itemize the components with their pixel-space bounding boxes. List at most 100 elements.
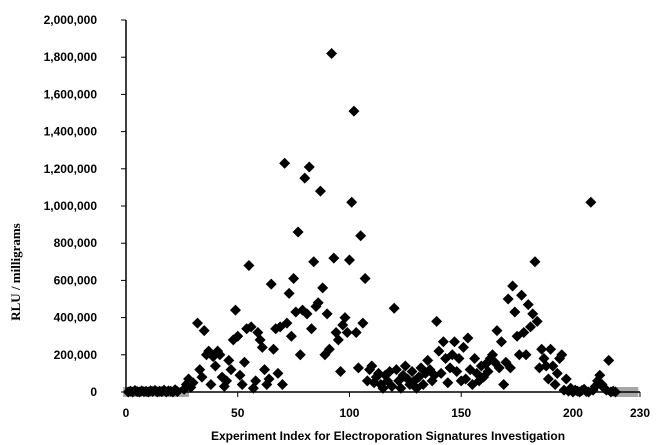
diamond-point xyxy=(560,373,572,385)
diamond-point xyxy=(431,315,443,327)
diamond-point xyxy=(234,369,246,381)
diamond-point xyxy=(462,332,474,344)
diamond-point xyxy=(355,230,367,242)
diamond-point xyxy=(417,379,429,391)
diamond-point xyxy=(225,364,237,376)
y-tick-label: 1,000,000 xyxy=(44,199,98,213)
diamond-point xyxy=(328,252,340,264)
diamond-point xyxy=(339,312,351,324)
x-tick-label: 100 xyxy=(339,406,359,420)
diamond-point xyxy=(238,356,250,368)
y-tick-label: 0 xyxy=(90,385,97,399)
diamond-point xyxy=(504,362,516,374)
diamond-point xyxy=(422,354,434,366)
diamond-point xyxy=(594,369,606,381)
x-axis-ticks: 0 50 100 150 200 230 xyxy=(123,392,650,420)
diamond-point xyxy=(267,343,279,355)
x-tick-label: 150 xyxy=(451,406,471,420)
diamond-point xyxy=(507,280,519,292)
diamond-point xyxy=(321,308,333,320)
diamond-point xyxy=(457,341,469,353)
diamond-point xyxy=(187,377,199,389)
diamond-point xyxy=(335,366,347,378)
diamond-point xyxy=(221,375,233,387)
x-tick-label: 50 xyxy=(231,406,245,420)
diamond-point xyxy=(299,172,311,184)
diamond-point xyxy=(245,321,257,333)
diamond-point xyxy=(542,373,554,385)
diamond-point xyxy=(585,196,597,208)
diamond-point xyxy=(198,325,210,337)
diamond-point xyxy=(209,360,221,372)
diamond-point xyxy=(192,317,204,329)
diamond-point xyxy=(395,382,407,394)
diamond-point xyxy=(292,226,304,238)
y-axis-ticks: 0 200,000 400,000 600,000 800,000 1,000,000 1,… xyxy=(44,13,126,399)
diamond-point xyxy=(279,157,291,169)
diamond-point xyxy=(205,379,217,391)
y-tick-label: 800,000 xyxy=(54,236,98,250)
diamond-point xyxy=(406,366,418,378)
diamond-point xyxy=(288,273,300,285)
diamond-point xyxy=(350,326,362,338)
diamond-point xyxy=(449,336,461,348)
diamond-point xyxy=(263,373,275,385)
diamond-point xyxy=(281,317,293,329)
diamond-point xyxy=(460,373,472,385)
diamond-point xyxy=(556,349,568,361)
diamond-point xyxy=(437,336,449,348)
diamond-point xyxy=(326,47,338,59)
diamond-point xyxy=(305,323,317,335)
diamond-point xyxy=(294,349,306,361)
diamond-point xyxy=(348,105,360,117)
diamond-point xyxy=(346,196,358,208)
diamond-point xyxy=(502,293,514,305)
diamond-point xyxy=(343,254,355,266)
diamond-point xyxy=(236,379,248,391)
diamond-point xyxy=(453,353,465,365)
y-tick-label: 1,200,000 xyxy=(44,162,98,176)
diamond-point xyxy=(386,380,398,392)
diamond-point xyxy=(549,379,561,391)
diamond-point xyxy=(232,330,244,342)
diamond-point xyxy=(283,287,295,299)
diamond-point xyxy=(214,349,226,361)
diamond-point xyxy=(520,349,532,361)
diamond-point xyxy=(513,349,525,361)
diamond-point xyxy=(341,326,353,338)
diamond-point xyxy=(357,317,369,329)
diamond-point xyxy=(495,336,507,348)
y-tick-label: 200,000 xyxy=(54,348,98,362)
y-axis-title: RLU / milligrams xyxy=(8,223,23,321)
diamond-point xyxy=(527,308,539,320)
diamond-point xyxy=(547,360,559,372)
diamond-point xyxy=(388,302,400,314)
diamond-point xyxy=(276,379,288,391)
diamond-point xyxy=(359,273,371,285)
diamond-point xyxy=(545,343,557,355)
diamond-point xyxy=(603,354,615,366)
diamond-point xyxy=(265,278,277,290)
diamond-point xyxy=(531,315,543,327)
x-tick-label: 230 xyxy=(630,406,650,420)
diamond-point xyxy=(308,256,320,268)
diamond-point xyxy=(243,260,255,272)
diamond-point xyxy=(285,330,297,342)
diamond-point xyxy=(482,366,494,378)
diamond-point xyxy=(435,367,447,379)
diamond-point xyxy=(498,379,510,391)
diamond-point xyxy=(536,343,548,355)
diamond-point xyxy=(256,341,268,353)
diamond-point xyxy=(551,367,563,379)
diamond-point xyxy=(366,360,378,372)
diamond-point xyxy=(259,364,271,376)
x-tick-label: 0 xyxy=(123,406,130,420)
diamond-point xyxy=(314,185,326,197)
y-tick-label: 2,000,000 xyxy=(44,13,98,27)
y-tick-label: 1,600,000 xyxy=(44,87,98,101)
diamond-point xyxy=(332,334,344,346)
diamond-point xyxy=(196,371,208,383)
diamond-point xyxy=(323,343,335,355)
